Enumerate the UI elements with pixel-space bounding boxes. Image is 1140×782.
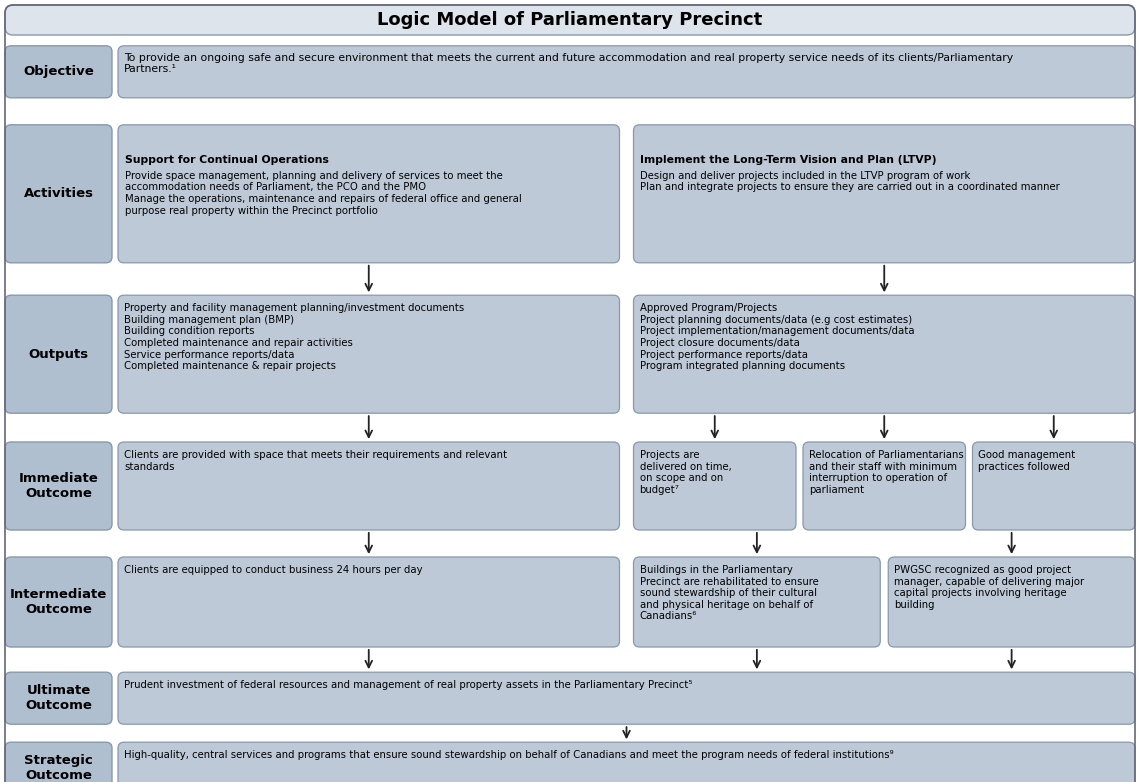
- FancyBboxPatch shape: [634, 125, 1135, 263]
- FancyBboxPatch shape: [119, 742, 1135, 782]
- Text: Relocation of Parliamentarians
and their staff with minimum
interruption to oper: Relocation of Parliamentarians and their…: [809, 450, 963, 495]
- Text: Immediate
Outcome: Immediate Outcome: [18, 472, 98, 500]
- FancyBboxPatch shape: [634, 557, 880, 647]
- FancyBboxPatch shape: [5, 5, 1135, 35]
- Text: Outputs: Outputs: [28, 348, 89, 361]
- FancyBboxPatch shape: [5, 295, 112, 413]
- FancyBboxPatch shape: [119, 442, 619, 530]
- FancyBboxPatch shape: [119, 557, 619, 647]
- Text: Strategic
Outcome: Strategic Outcome: [24, 754, 92, 782]
- Text: Activities: Activities: [24, 188, 93, 200]
- FancyBboxPatch shape: [5, 742, 112, 782]
- Text: To provide an ongoing safe and secure environment that meets the current and fut: To provide an ongoing safe and secure en…: [124, 53, 1013, 74]
- FancyBboxPatch shape: [119, 295, 619, 413]
- Text: Good management
practices followed: Good management practices followed: [978, 450, 1076, 472]
- Text: Property and facility management planning/investment documents
Building manageme: Property and facility management plannin…: [124, 303, 464, 371]
- FancyBboxPatch shape: [5, 46, 112, 98]
- Text: Provide space management, planning and delivery of services to meet the
accommod: Provide space management, planning and d…: [125, 170, 522, 216]
- Text: Buildings in the Parliamentary
Precinct are rehabilitated to ensure
sound stewar: Buildings in the Parliamentary Precinct …: [640, 565, 819, 622]
- FancyBboxPatch shape: [119, 46, 1135, 98]
- Text: Design and deliver projects included in the LTVP program of work
Plan and integr: Design and deliver projects included in …: [641, 170, 1060, 192]
- FancyBboxPatch shape: [803, 442, 966, 530]
- FancyBboxPatch shape: [119, 673, 1135, 724]
- FancyBboxPatch shape: [5, 442, 112, 530]
- Text: Clients are provided with space that meets their requirements and relevant
stand: Clients are provided with space that mee…: [124, 450, 507, 472]
- Text: PWGSC recognized as good project
manager, capable of delivering major
capital pr: PWGSC recognized as good project manager…: [894, 565, 1084, 610]
- Text: Approved Program/Projects
Project planning documents/data (e.g cost estimates)
P: Approved Program/Projects Project planni…: [640, 303, 914, 371]
- Text: Ultimate
Outcome: Ultimate Outcome: [25, 684, 92, 712]
- FancyBboxPatch shape: [5, 125, 112, 263]
- Text: Implement the Long-Term Vision and Plan (LTVP): Implement the Long-Term Vision and Plan …: [641, 155, 937, 165]
- Text: Projects are
delivered on time,
on scope and on
budget⁷: Projects are delivered on time, on scope…: [640, 450, 731, 495]
- Text: Logic Model of Parliamentary Precinct: Logic Model of Parliamentary Precinct: [377, 11, 763, 29]
- FancyBboxPatch shape: [634, 442, 796, 530]
- Text: High-quality, central services and programs that ensure sound stewardship on beh: High-quality, central services and progr…: [124, 750, 894, 760]
- Text: Clients are equipped to conduct business 24 hours per day: Clients are equipped to conduct business…: [124, 565, 423, 575]
- Text: Objective: Objective: [23, 66, 93, 78]
- FancyBboxPatch shape: [888, 557, 1135, 647]
- FancyBboxPatch shape: [634, 295, 1135, 413]
- FancyBboxPatch shape: [5, 557, 112, 647]
- FancyBboxPatch shape: [972, 442, 1135, 530]
- Text: Intermediate
Outcome: Intermediate Outcome: [10, 588, 107, 616]
- Text: Prudent investment of federal resources and management of real property assets i: Prudent investment of federal resources …: [124, 680, 692, 691]
- FancyBboxPatch shape: [119, 125, 619, 263]
- Text: Support for Continual Operations: Support for Continual Operations: [125, 155, 328, 165]
- FancyBboxPatch shape: [5, 673, 112, 724]
